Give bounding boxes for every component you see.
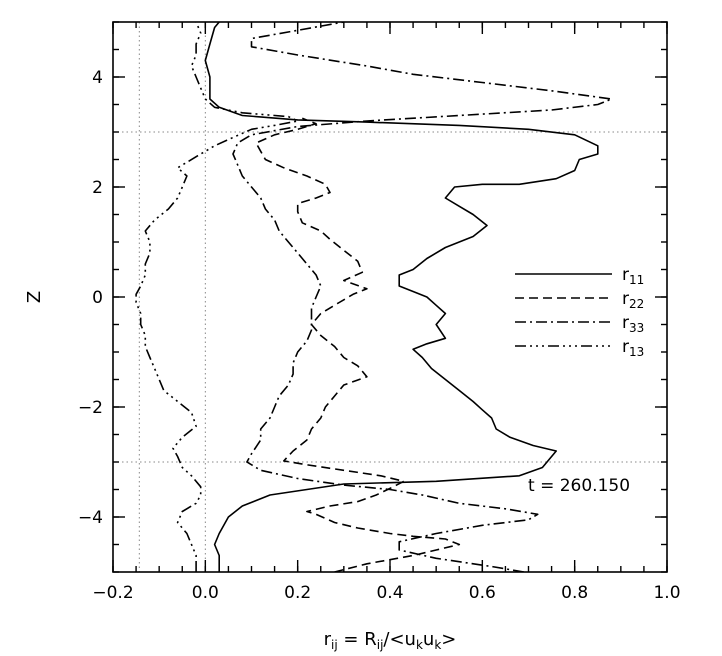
legend-label-r33: r33 xyxy=(622,313,644,335)
x-tick-label: 0.8 xyxy=(561,583,588,603)
x-axis-title-eq: = R xyxy=(338,629,377,650)
series-layer xyxy=(135,22,613,572)
x-tick-label: 0.2 xyxy=(284,583,311,603)
tick-labels: −0.2 0.0 0.2 0.4 0.6 0.8 1.0 −4 −2 0 2 4 xyxy=(78,68,681,603)
series-line-r33 xyxy=(232,22,613,572)
y-tick-label: −4 xyxy=(78,508,103,528)
x-axis-title-end: > xyxy=(441,629,456,650)
series-line-r11 xyxy=(204,22,599,572)
y-tick-label: 4 xyxy=(92,68,103,88)
x-axis-title-main: r xyxy=(324,629,332,650)
y-axis-title: Z xyxy=(24,291,45,303)
x-tick-label: 1.0 xyxy=(653,583,680,603)
axis-ticks xyxy=(112,21,668,573)
time-annotation: t = 260.150 xyxy=(528,476,630,496)
reference-lines xyxy=(113,22,667,572)
x-tick-label: −0.2 xyxy=(92,583,133,603)
x-tick-label: 0.0 xyxy=(192,583,219,603)
y-tick-label: −2 xyxy=(78,398,103,418)
y-tick-label: 0 xyxy=(92,288,103,308)
x-axis-title-sub2: ij xyxy=(377,638,384,652)
y-tick-label: 2 xyxy=(92,178,103,198)
x-axis-title-sub3: k xyxy=(416,638,423,652)
x-tick-label: 0.6 xyxy=(469,583,496,603)
x-tick-label: 0.4 xyxy=(376,583,403,603)
legend-label-r13: r13 xyxy=(622,337,644,359)
legend-label-r11: r11 xyxy=(622,265,644,287)
x-axis-title-sub: ij xyxy=(331,638,338,652)
series-line-r22 xyxy=(255,117,461,572)
x-axis-title-tail: /<u xyxy=(383,629,416,650)
x-axis-title-tail2: u xyxy=(423,629,434,650)
legend-label-r22: r22 xyxy=(622,289,644,311)
x-axis-title: rij = Rij/<ukuk> xyxy=(324,629,457,652)
x-axis-title-sub4: k xyxy=(434,638,441,652)
